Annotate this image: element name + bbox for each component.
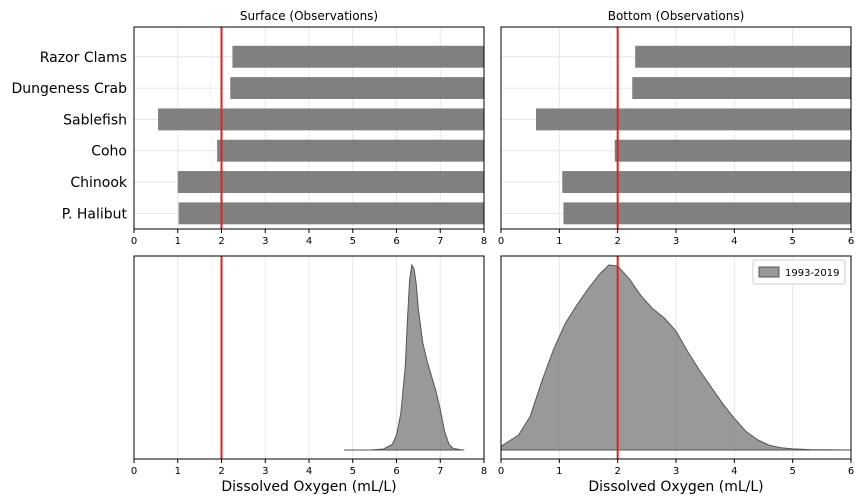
legend-label: 1993-2019 (785, 268, 840, 279)
category-label: P. Halibut (62, 206, 128, 222)
x-tick-label: 1 (556, 236, 562, 247)
x-tick-label: 2 (614, 236, 620, 247)
x-tick-label: 1 (556, 466, 562, 477)
chart-panel-1: Razor Clams Dungeness Crab Sablefish Coho Ch… (11, 9, 487, 247)
x-tick-label: 8 (481, 466, 487, 477)
x-tick-label: 5 (789, 236, 795, 247)
category-label: Coho (91, 144, 127, 160)
density-area (344, 263, 465, 451)
bar (217, 139, 484, 162)
x-tick-label: 3 (673, 466, 679, 477)
x-tick-label: 5 (350, 466, 356, 477)
x-tick-label: 5 (789, 466, 795, 477)
category-label: Dungeness Crab (11, 81, 127, 97)
legend-box (752, 259, 846, 285)
bar (635, 45, 851, 68)
x-axis-label: Dissolved Oxygen (mL/L) (588, 479, 763, 495)
x-tick-label: 6 (848, 466, 854, 477)
bar (158, 108, 484, 131)
bar (177, 171, 484, 193)
x-tick-label: 4 (306, 236, 312, 247)
chart-panel-4: 1993-2019 0 1 2 3 4 5 6 Dissolved Oxygen (mL/L) (498, 255, 854, 495)
x-tick-label: 2 (218, 236, 224, 247)
x-tick-label: 6 (393, 236, 399, 247)
bar (562, 171, 851, 193)
x-axis-label: Dissolved Oxygen (mL/L) (221, 479, 396, 495)
x-tick-label: 1 (175, 236, 181, 247)
x-tick-label: 3 (262, 466, 268, 477)
x-tick-label: 0 (131, 236, 137, 247)
bar (536, 108, 851, 131)
x-tick-label: 6 (393, 466, 399, 477)
x-tick-label: 0 (131, 466, 137, 477)
category-label: Sablefish (63, 112, 127, 128)
chart-title: Surface (Observations) (240, 9, 378, 23)
chart-title: Bottom (Observations) (608, 9, 745, 23)
x-tick-label: 2 (218, 466, 224, 477)
x-tick-label: 2 (614, 466, 620, 477)
density-area (500, 264, 852, 451)
chart-panel-2: 0 1 2 3 4 5 6 Bottom (Observations) (498, 9, 854, 247)
x-tick-label: 0 (498, 466, 504, 477)
bar (178, 202, 484, 225)
x-tick-label: 7 (437, 236, 443, 247)
x-tick-label: 7 (437, 466, 443, 477)
legend: 1993-2019 (752, 259, 846, 285)
x-tick-label: 8 (481, 236, 487, 247)
x-tick-label: 4 (731, 236, 737, 247)
x-tick-label: 1 (175, 466, 181, 477)
category-label: Chinook (70, 175, 128, 191)
bar (614, 139, 851, 162)
bar (232, 45, 484, 68)
chart-panel-3: 0 1 2 3 4 5 6 7 8 Dissolved Oxygen (mL/L) (131, 255, 487, 495)
x-tick-label: 3 (673, 236, 679, 247)
x-tick-label: 0 (498, 236, 504, 247)
category-label: Razor Clams (40, 50, 127, 66)
bar (230, 77, 484, 100)
bar (632, 77, 851, 100)
x-tick-label: 4 (731, 466, 737, 477)
x-tick-label: 4 (306, 466, 312, 477)
x-tick-label: 6 (848, 236, 854, 247)
x-tick-label: 5 (350, 236, 356, 247)
bar (563, 202, 851, 225)
legend-swatch (758, 266, 780, 278)
x-tick-label: 3 (262, 236, 268, 247)
